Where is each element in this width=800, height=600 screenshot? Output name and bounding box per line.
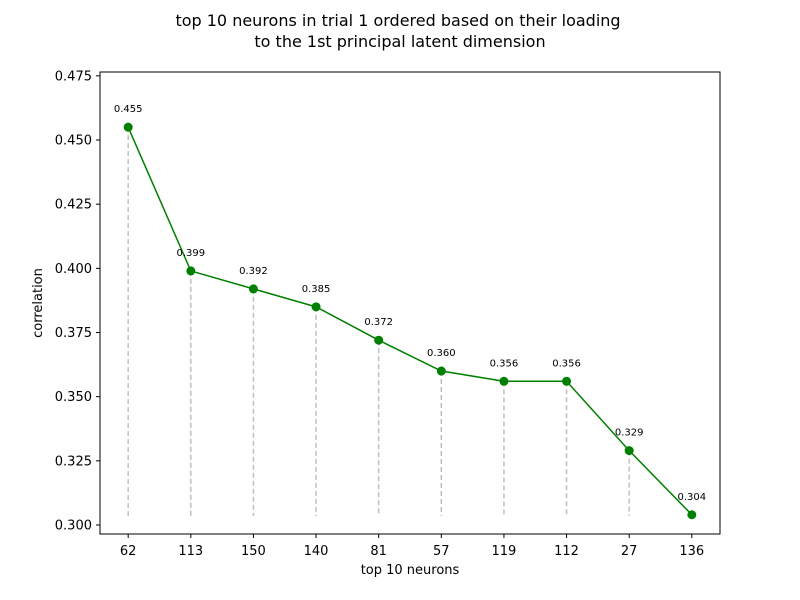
chart-title-line-1: top 10 neurons in trial 1 ordered based …: [175, 11, 620, 30]
data-point: [624, 446, 634, 456]
data-point: [562, 376, 572, 386]
x-axis-label: top 10 neurons: [361, 563, 460, 578]
x-axis: 62 113 150 140 81 57 119 112 27 136: [120, 534, 704, 559]
y-axis: 0.300 0.325 0.350 0.375 0.400 0.425 0.450 0.475: [55, 69, 100, 534]
x-tick-label: 140: [304, 544, 329, 559]
x-tick-label: 112: [554, 544, 579, 559]
data-label: 0.399: [176, 248, 205, 259]
data-label: 0.455: [114, 104, 143, 115]
data-point: [123, 122, 133, 132]
data-point: [311, 302, 321, 312]
data-point: [248, 284, 258, 294]
x-tick-label: 27: [621, 544, 638, 559]
stems-group: [127, 127, 693, 517]
y-tick-label: 0.425: [55, 198, 92, 213]
series-line: [127, 126, 693, 516]
data-point: [374, 335, 384, 345]
data-label: 0.392: [239, 266, 268, 277]
y-tick-label: 0.375: [55, 326, 92, 341]
data-label: 0.372: [364, 317, 393, 328]
plot-frame: [99, 71, 721, 535]
data-point: [186, 266, 196, 276]
x-tick-label: 150: [241, 544, 266, 559]
y-tick-label: 0.350: [55, 390, 92, 405]
data-point: [687, 510, 697, 520]
data-label: 0.356: [552, 358, 581, 369]
data-point: [436, 366, 446, 376]
data-point: [499, 376, 509, 386]
y-axis-label: correlation: [31, 268, 46, 338]
y-tick-label: 0.450: [55, 134, 92, 149]
data-label: 0.304: [677, 492, 706, 503]
data-label: 0.360: [427, 348, 456, 359]
series-group: 0.455 0.399 0.392 0.385 0.372 0.360 0.356 0.356…: [114, 104, 706, 520]
x-tick-label: 113: [178, 544, 203, 559]
data-label: 0.329: [615, 428, 644, 439]
data-label: 0.385: [302, 284, 331, 295]
y-tick-label: 0.400: [55, 262, 92, 277]
x-tick-label: 119: [492, 544, 517, 559]
y-tick-label: 0.325: [55, 454, 92, 469]
x-tick-label: 62: [120, 544, 137, 559]
x-tick-label: 136: [679, 544, 704, 559]
x-tick-label: 57: [433, 544, 450, 559]
x-tick-label: 81: [370, 544, 387, 559]
y-tick-label: 0.475: [55, 69, 92, 84]
data-label: 0.356: [490, 358, 519, 369]
y-tick-label: 0.300: [55, 519, 92, 534]
chart-title-line-2: to the 1st principal latent dimension: [254, 32, 545, 51]
